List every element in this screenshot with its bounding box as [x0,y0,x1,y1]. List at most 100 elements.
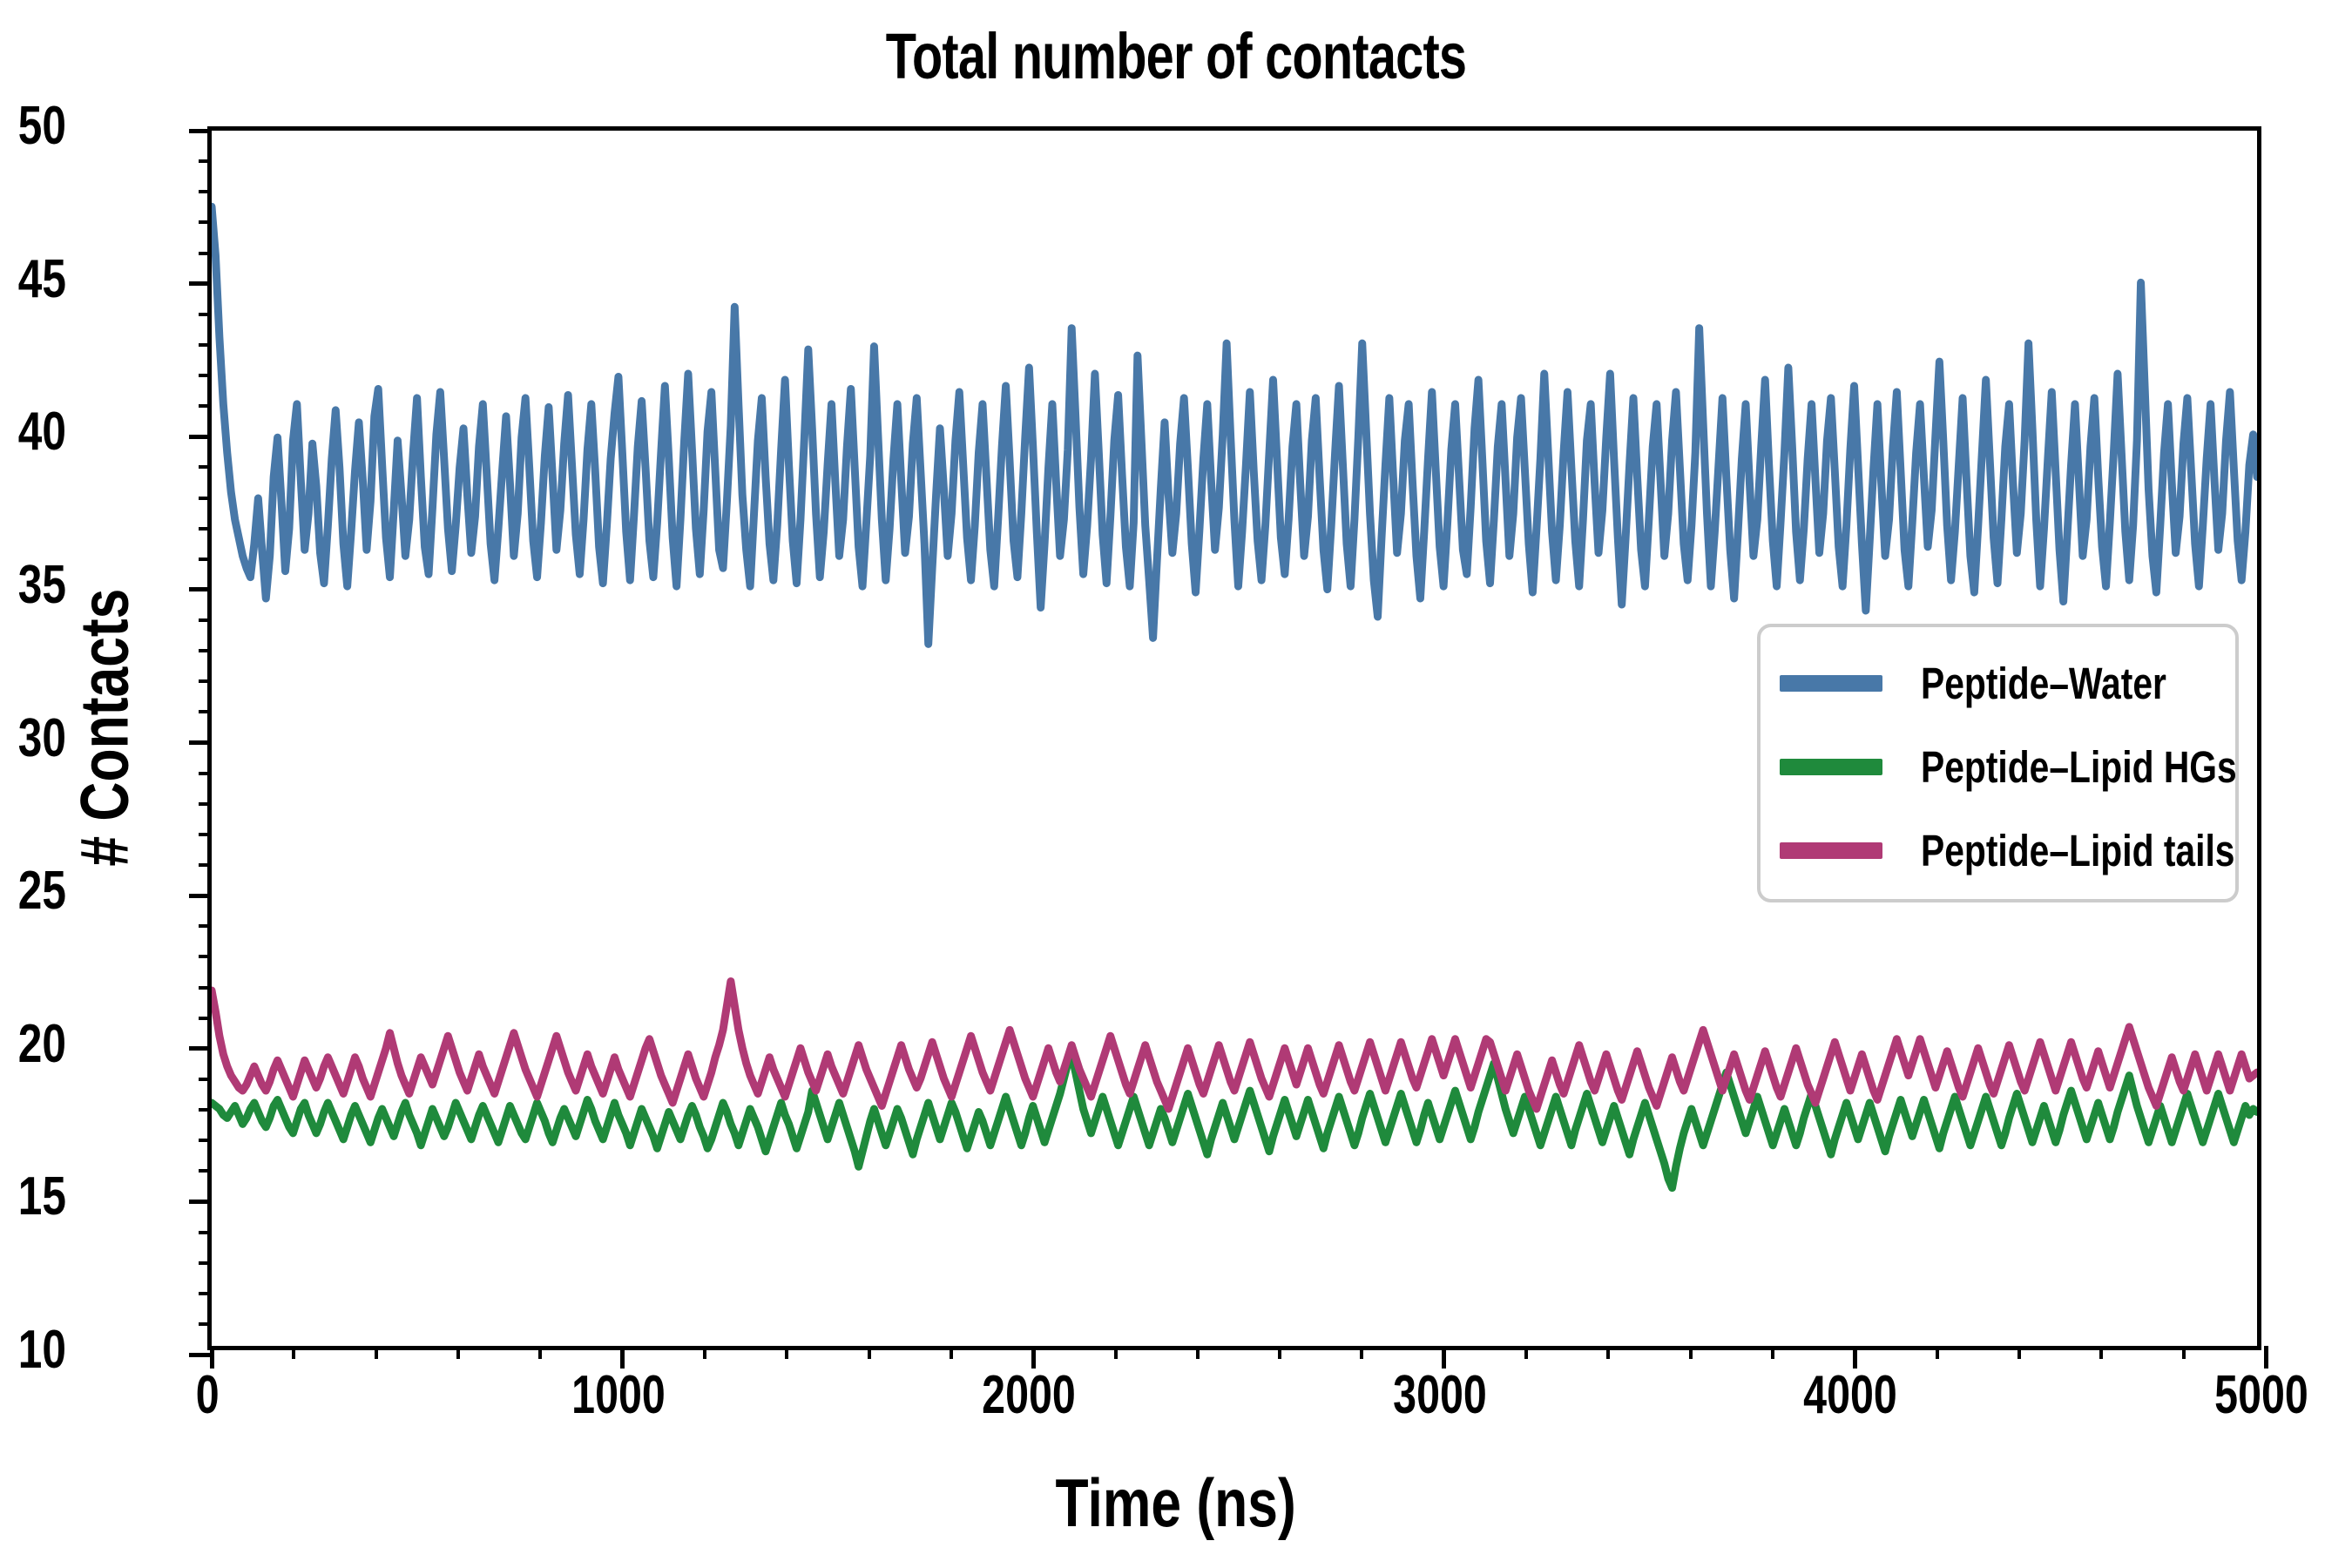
y-tick-minor [199,1016,212,1020]
y-tick-minor [199,985,212,990]
y-tick-minor [199,1108,212,1112]
y-tick-minor [199,1169,212,1173]
x-tick-minor [1278,1346,1282,1359]
y-tick-major [189,128,212,133]
x-tick-label: 4000 [1720,1364,1981,1426]
y-tick-minor [199,618,212,622]
y-tick-minor [199,465,212,470]
y-tick-major [189,740,212,745]
series-line [212,1050,2257,1193]
page-title: Total number of contacts [885,20,1467,92]
y-tick-minor [199,374,212,377]
x-tick-label: 3000 [1309,1364,1571,1426]
y-tick-minor [199,557,212,561]
y-tick-major [189,281,212,287]
x-tick-minor [2017,1346,2022,1359]
series-layer [212,202,2257,1193]
legend-item[interactable]: Peptide–Lipid tails [1761,824,2242,876]
x-tick-label-text: 2000 [982,1365,1076,1425]
y-tick-minor [199,1291,212,1295]
y-tick-minor [199,924,212,929]
y-tick-label-text: 25 [17,861,66,922]
y-tick-label-text: 15 [17,1166,66,1227]
y-tick-label: 30 [6,707,66,769]
y-tick-minor [199,251,212,255]
x-tick-label: 5000 [2131,1364,2352,1426]
y-tick-label-text: 10 [17,1320,66,1380]
x-tick-minor [2181,1346,2186,1359]
legend-item[interactable]: Peptide–Lipid HGs [1761,740,2242,793]
legend-label-text: Peptide–Lipid tails [1921,825,2235,875]
y-axis-title: # Contacts [65,118,145,1338]
x-tick-minor [1688,1346,1693,1359]
y-axis-title-text: # Contacts [65,589,143,868]
legend-color-swatch [1780,758,1882,775]
y-tick-label-text: 45 [17,248,66,309]
y-tick-minor [199,1139,212,1143]
x-tick-minor [2099,1346,2104,1359]
y-tick-minor [199,312,212,316]
x-tick-minor [1360,1346,1364,1359]
y-tick-label: 50 [6,95,66,157]
x-tick-minor [1771,1346,1775,1359]
x-tick-major [620,1346,625,1369]
x-tick-minor [867,1346,871,1359]
y-tick-major [189,1046,212,1051]
x-tick-minor [949,1346,953,1359]
x-tick-label-text: 3000 [1393,1365,1487,1425]
legend-label-text: Peptide–Water [1921,658,2166,708]
x-tick-minor [1195,1346,1200,1359]
x-tick-minor [538,1346,543,1359]
y-tick-minor [199,526,212,531]
y-tick-label: 45 [6,248,66,310]
x-tick-minor [1935,1346,1939,1359]
legend-label: Peptide–Lipid tails [1921,828,2314,873]
legend-item[interactable]: Peptide–Water [1761,657,2242,709]
y-tick-label: 40 [6,401,66,463]
x-tick-label-text: 0 [195,1365,220,1425]
y-tick-label: 20 [6,1013,66,1075]
x-tick-minor [374,1346,378,1359]
y-tick-minor [199,1321,212,1326]
y-tick-major [189,587,212,592]
y-tick-label: 15 [6,1166,66,1227]
series-line [212,977,2257,1113]
legend-color-swatch [1780,841,1882,859]
x-tick-major [1031,1346,1036,1369]
legend-label: Peptide–Water [1921,661,2227,706]
y-tick-minor [199,220,212,225]
chart-legend[interactable]: Peptide–Water Peptide–Lipid HGs Peptide–Li… [1757,624,2239,902]
y-tick-minor [199,159,212,164]
y-tick-minor [199,1260,212,1265]
y-tick-minor [199,1077,212,1081]
y-tick-minor [199,832,212,836]
y-tick-label: 35 [6,554,66,616]
y-tick-major [189,1199,212,1204]
y-tick-minor [199,649,212,653]
x-tick-minor [292,1346,296,1359]
x-tick-major [2263,1346,2268,1369]
x-axis-title-text: Time (ns) [1055,1464,1297,1541]
y-tick-label: 10 [6,1319,66,1381]
y-tick-minor [199,771,212,775]
y-tick-major [189,434,212,439]
x-tick-label: 2000 [898,1364,1159,1426]
x-tick-minor [1524,1346,1529,1359]
y-tick-label-text: 50 [17,96,66,156]
x-tick-major [1442,1346,1447,1369]
y-tick-minor [199,679,212,684]
x-tick-label: 0 [77,1364,338,1426]
y-tick-minor [199,801,212,806]
x-tick-minor [456,1346,460,1359]
y-tick-label-text: 30 [17,707,66,768]
x-tick-minor [785,1346,789,1359]
x-tick-minor [1113,1346,1118,1359]
y-tick-major [189,893,212,898]
y-tick-minor [199,496,212,500]
y-tick-minor [199,955,212,959]
y-tick-major [189,1352,212,1357]
y-tick-minor [199,710,212,714]
y-tick-minor [199,1230,212,1234]
legend-label: Peptide–Lipid HGs [1921,745,2315,789]
